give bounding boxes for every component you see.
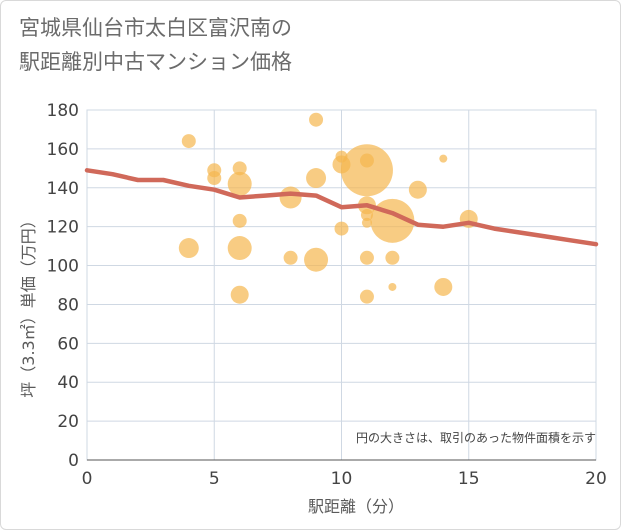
axis-ticks: 0 20 40 60 80 100 120 140 160 180 0 5 10 15 20	[47, 101, 607, 489]
x-tick-label: 0	[82, 469, 93, 489]
bubble-point	[309, 112, 324, 127]
bubble-point	[232, 161, 247, 176]
x-tick-label: 20	[585, 469, 607, 489]
bubble-point	[388, 282, 397, 291]
bubble-point	[178, 238, 199, 259]
bubble-point	[334, 221, 349, 236]
bubble-point	[304, 247, 329, 272]
bubble-point	[434, 277, 453, 296]
y-tick-label: 100	[47, 257, 79, 277]
bubble-point	[283, 250, 298, 265]
x-tick-label: 5	[209, 469, 220, 489]
bubble-point	[227, 171, 252, 196]
chart-title: 宮城県仙台市太白区富沢南の 駅距離別中古マンション価格	[19, 11, 579, 79]
bubble-point	[385, 250, 400, 265]
bubble-point	[439, 154, 448, 163]
bubble-series	[178, 112, 478, 304]
y-tick-label: 40	[57, 373, 79, 393]
bubble-point	[232, 213, 247, 228]
y-tick-label: 160	[47, 140, 79, 160]
bubble-point	[279, 186, 302, 209]
y-tick-label: 80	[57, 295, 79, 315]
bubble-point	[230, 285, 249, 304]
x-tick-label: 15	[458, 469, 480, 489]
bubble-point	[360, 209, 373, 221]
bubble-point	[359, 289, 374, 304]
y-axis-label: 坪（3.3㎡）単価（万円）	[19, 212, 38, 397]
size-note: 円の大きさは、取引のあった物件面積を示す	[356, 430, 596, 445]
bubble-point	[340, 144, 393, 197]
bubble-point	[306, 168, 327, 189]
x-tick-label: 10	[331, 469, 353, 489]
y-tick-label: 120	[47, 218, 79, 238]
bubble-point	[361, 217, 372, 228]
y-tick-label: 60	[57, 334, 79, 354]
x-axis-label: 駅距離（分）	[308, 497, 404, 516]
y-tick-label: 180	[47, 101, 79, 121]
bubble-point	[227, 236, 252, 261]
trend-series	[84, 168, 599, 247]
y-tick-label: 140	[47, 179, 79, 199]
bubble-point	[359, 250, 374, 265]
y-tick-label: 20	[57, 412, 79, 432]
chart-title-line-2: 駅距離別中古マンション価格	[19, 50, 292, 74]
bubble-point	[207, 171, 222, 186]
trend-line	[84, 168, 599, 247]
chart-title-line-1: 宮城県仙台市太白区富沢南の	[19, 16, 292, 40]
bubble-point	[408, 180, 427, 199]
y-tick-label: 0	[68, 451, 79, 471]
bubble-point	[181, 134, 196, 149]
